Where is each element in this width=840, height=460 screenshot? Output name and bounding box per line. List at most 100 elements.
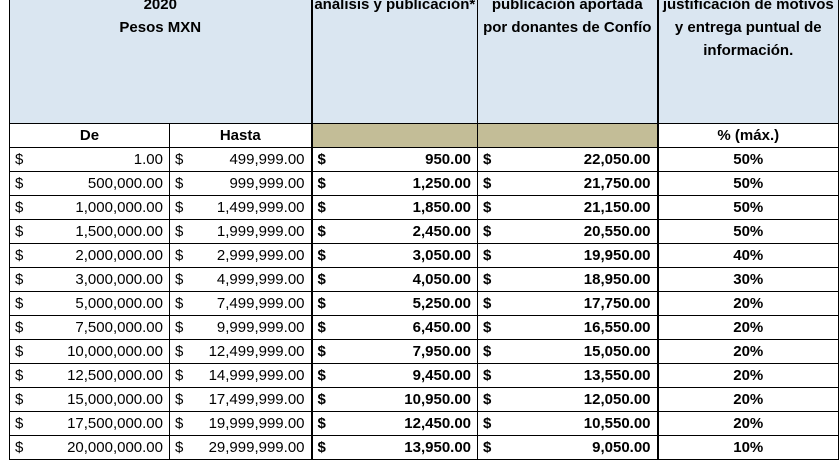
to-cell: $499,999.00 <box>168 147 313 172</box>
donation-cell: $13,550.00 <box>477 363 659 388</box>
table-row: $17,500,000.00 $19,999,999.00 $12,450.00 $1… <box>9 411 840 436</box>
to-cell: $2,999,999.00 <box>168 243 313 268</box>
currency-symbol: $ <box>483 318 492 336</box>
table-row: $12,500,000.00 $14,999,999.00 $9,450.00 $13… <box>9 363 840 388</box>
currency-symbol: $ <box>175 222 184 240</box>
currency-symbol: $ <box>483 366 492 384</box>
analysis-cell: $2,450.00 <box>310 219 479 244</box>
to-value: 9,999,999.00 <box>216 318 305 336</box>
to-cell: $7,499,999.00 <box>168 291 313 316</box>
currency-symbol: $ <box>175 366 184 384</box>
to-cell: $999,999.00 <box>168 171 313 196</box>
currency-symbol: $ <box>15 150 24 168</box>
currency-symbol: $ <box>175 438 184 456</box>
to-value: 499,999.00 <box>229 150 305 168</box>
donation-cell: $20,550.00 <box>477 219 659 244</box>
to-value: 4,999,999.00 <box>216 270 305 288</box>
analysis-value: 5,250.00 <box>412 294 472 312</box>
currency-symbol: $ <box>483 174 492 192</box>
donation-cell: $22,050.00 <box>477 147 659 172</box>
fee-table: 2020 Pesos MXN análisis y publicación* p… <box>8 0 840 460</box>
currency-symbol: $ <box>317 270 326 288</box>
analysis-value: 4,050.00 <box>412 270 472 288</box>
from-value: 1.00 <box>133 150 163 168</box>
analysis-value: 12,450.00 <box>404 414 472 432</box>
to-value: 1,499,999.00 <box>216 198 305 216</box>
analysis-value: 7,950.00 <box>412 342 472 360</box>
analysis-value: 6,450.00 <box>412 318 472 336</box>
donation-value: 18,950.00 <box>583 270 651 288</box>
subheader-row: De Hasta % (máx.) <box>9 123 840 148</box>
analysis-value: 9,450.00 <box>412 366 472 384</box>
analysis-cell: $9,450.00 <box>310 363 479 388</box>
from-value: 3,000,000.00 <box>75 270 163 288</box>
currency-symbol: $ <box>317 246 326 264</box>
from-value: 500,000.00 <box>87 174 163 192</box>
pct-value: 50% <box>656 147 840 172</box>
donation-cell: $16,550.00 <box>477 315 659 340</box>
donation-value: 15,050.00 <box>583 342 651 360</box>
currency-symbol: $ <box>483 438 492 456</box>
from-cell: $1.00 <box>9 147 170 172</box>
table-row: $20,000,000.00 $29,999,999.00 $13,950.00 $9… <box>9 435 840 460</box>
to-cell: $19,999,999.00 <box>168 411 313 436</box>
donation-header-cell: publicación aportada por donantes de Con… <box>477 0 659 124</box>
to-value: 19,999,999.00 <box>208 414 305 432</box>
analysis-cell: $950.00 <box>310 147 479 172</box>
to-cell: $1,999,999.00 <box>168 219 313 244</box>
donation-value: 21,150.00 <box>583 198 651 216</box>
table-row: $2,000,000.00 $2,999,999.00 $3,050.00 $19,9… <box>9 243 840 268</box>
analysis-value: 13,950.00 <box>404 438 472 456</box>
to-value: 999,999.00 <box>229 174 305 192</box>
donation-cell: $17,750.00 <box>477 291 659 316</box>
analysis-cell: $1,850.00 <box>310 195 479 220</box>
currency-symbol: $ <box>175 270 184 288</box>
currency-symbol: $ <box>15 198 24 216</box>
currency-symbol: $ <box>15 342 24 360</box>
currency-symbol: $ <box>175 150 184 168</box>
analysis-header-label: análisis y publicación* <box>314 0 476 13</box>
from-value: 15,000,000.00 <box>67 390 163 408</box>
pct-value: 20% <box>656 339 840 364</box>
currency-symbol: $ <box>15 414 24 432</box>
table-row: $1,500,000.00 $1,999,999.00 $2,450.00 $20,5… <box>9 219 840 244</box>
pct-value: 50% <box>656 219 840 244</box>
from-cell: $17,500,000.00 <box>9 411 170 436</box>
currency-symbol: $ <box>317 294 326 312</box>
fee-table-sheet: 2020 Pesos MXN análisis y publicación* p… <box>8 0 840 460</box>
to-cell: $1,499,999.00 <box>168 195 313 220</box>
pct-value: 10% <box>656 435 840 460</box>
table-row: $10,000,000.00 $12,499,999.00 $7,950.00 $15… <box>9 339 840 364</box>
donation-cell: $18,950.00 <box>477 267 659 292</box>
table-row: $5,000,000.00 $7,499,999.00 $5,250.00 $17,7… <box>9 291 840 316</box>
from-cell: $10,000,000.00 <box>9 339 170 364</box>
from-column-header: De <box>9 123 170 148</box>
currency-symbol: $ <box>15 222 24 240</box>
currency-symbol: $ <box>15 294 24 312</box>
analysis-cell: $12,450.00 <box>310 411 479 436</box>
currency-symbol: $ <box>483 150 492 168</box>
pct-value: 20% <box>656 291 840 316</box>
analysis-value: 3,050.00 <box>412 246 472 264</box>
currency-symbol: $ <box>175 246 184 264</box>
currency-symbol: $ <box>483 414 492 432</box>
pct-value: 30% <box>656 267 840 292</box>
donation-value: 17,750.00 <box>583 294 651 312</box>
donation-value: 19,950.00 <box>583 246 651 264</box>
pct-value: 20% <box>656 411 840 436</box>
analysis-value: 1,850.00 <box>412 198 472 216</box>
currency-symbol: $ <box>317 150 326 168</box>
analysis-cell: $6,450.00 <box>310 315 479 340</box>
currency-symbol: $ <box>175 174 184 192</box>
currency-symbol: $ <box>317 342 326 360</box>
from-cell: $7,500,000.00 <box>9 315 170 340</box>
fee-rows: $1.00 $499,999.00 $950.00 $22,050.00 50% $500… <box>9 147 840 460</box>
currency-symbol: $ <box>317 366 326 384</box>
to-value: 14,999,999.00 <box>208 366 305 384</box>
analysis-value: 2,450.00 <box>412 222 472 240</box>
currency-symbol: $ <box>175 294 184 312</box>
to-cell: $4,999,999.00 <box>168 267 313 292</box>
currency-symbol: $ <box>317 318 326 336</box>
from-cell: $5,000,000.00 <box>9 291 170 316</box>
from-value: 1,000,000.00 <box>75 198 163 216</box>
